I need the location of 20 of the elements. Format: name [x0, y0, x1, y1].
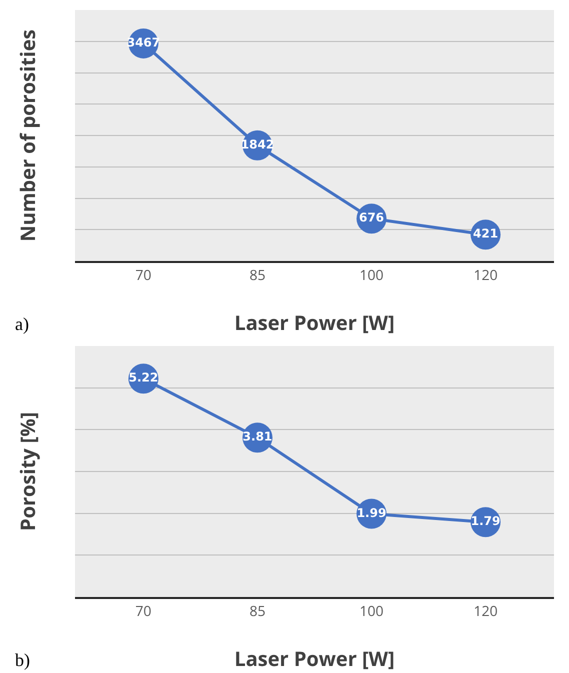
x-tick-label: 70: [135, 602, 152, 621]
x-tick-label: 120: [474, 266, 498, 285]
x-tick-label: 70: [135, 266, 152, 285]
data-label: 1.79: [470, 514, 500, 528]
x-tick-label: 100: [360, 602, 384, 621]
text: b): [15, 650, 30, 670]
x-tick-label: 85: [249, 602, 266, 621]
x-tick-label: 100: [360, 266, 384, 285]
x-tick-label: 120: [474, 602, 498, 621]
data-label: 1.99: [356, 506, 386, 520]
data-label: 3.81: [242, 430, 272, 444]
x-tick-label: 85: [249, 266, 266, 285]
data-label: 5.22: [128, 370, 158, 385]
data-label: 421: [473, 226, 498, 241]
x-axis-title: Laser Power [W]: [234, 645, 395, 672]
y-axis-title: Number of porosities: [14, 29, 41, 242]
text: a): [15, 314, 29, 334]
data-label: 676: [358, 210, 384, 225]
y-axis-title: Porosity [%]: [14, 412, 41, 531]
x-axis-title: Laser Power [W]: [234, 309, 395, 336]
